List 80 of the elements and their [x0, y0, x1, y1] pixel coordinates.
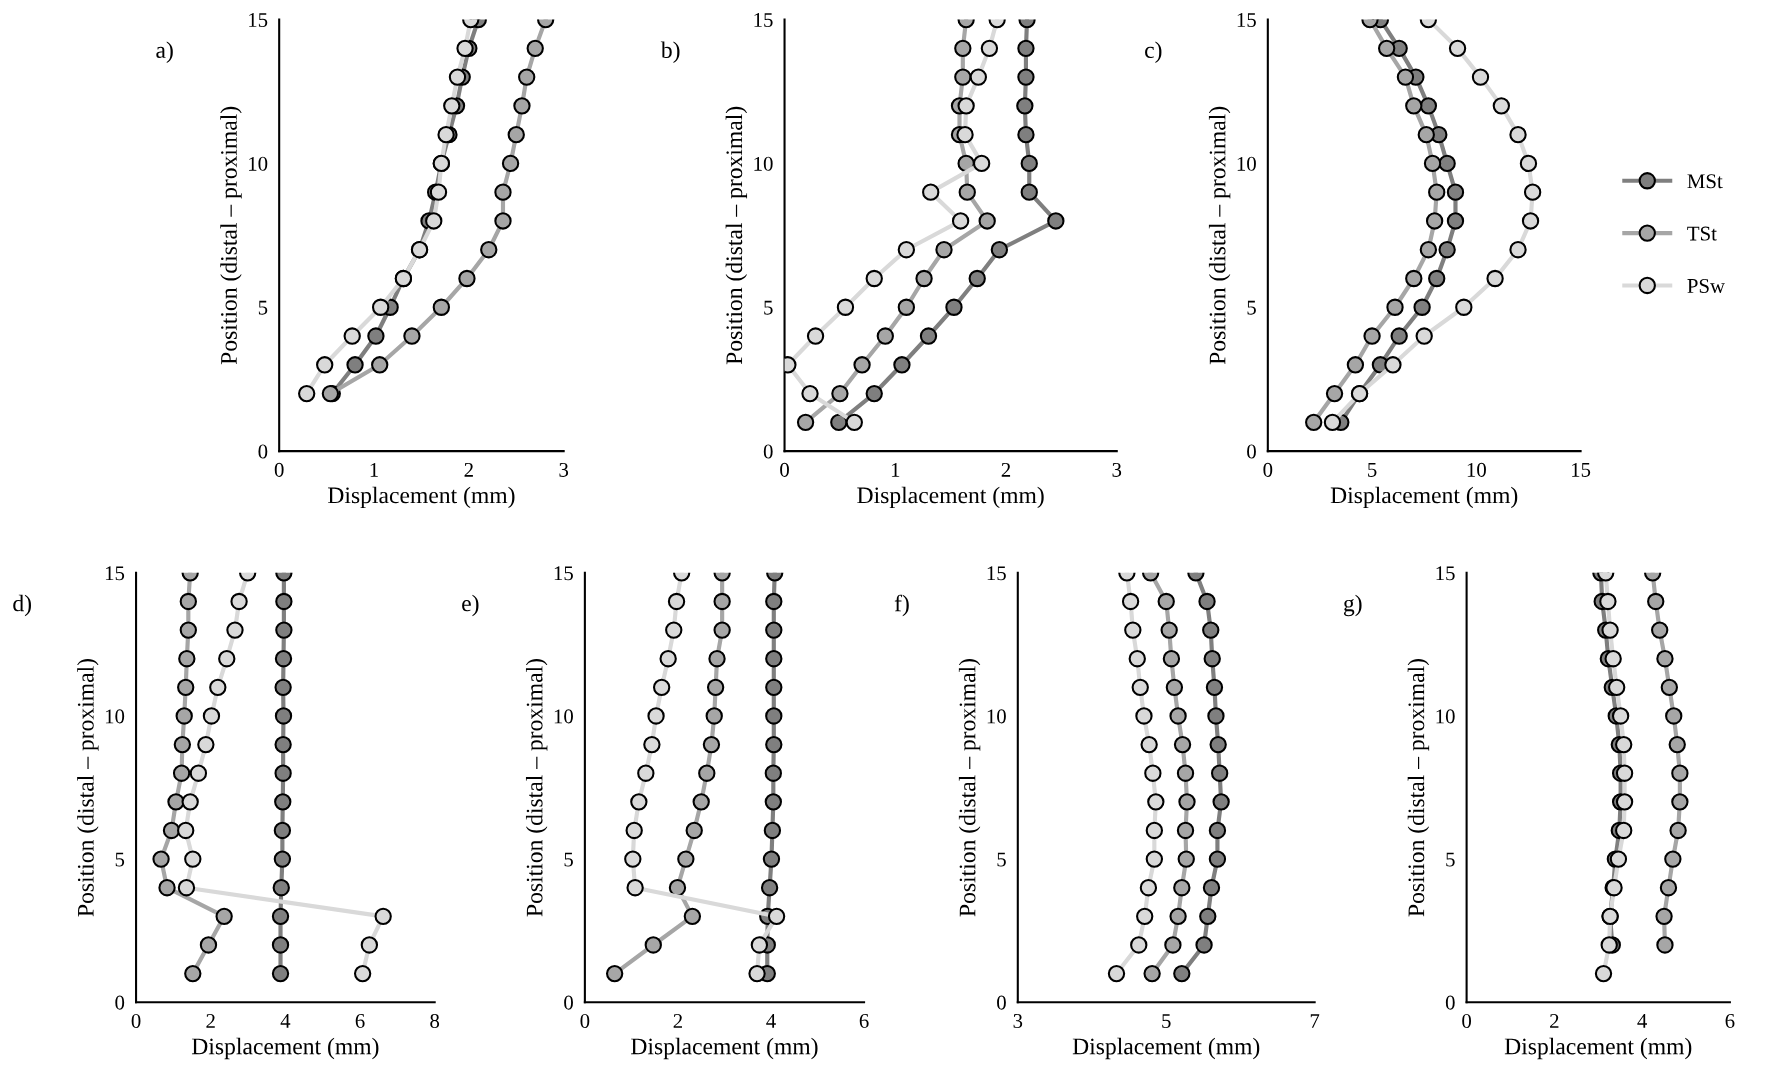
- x-tick-label: 6: [355, 1013, 365, 1028]
- y-tick-label: 15: [987, 566, 1006, 581]
- text: b): [660, 41, 680, 63]
- x-tick-label: 0: [780, 462, 789, 477]
- y-axis-title: Position (distal – proximal): [725, 106, 748, 365]
- y-axis-title: Position (distal – proximal): [1407, 659, 1430, 917]
- x-axis-title: Displacement (mm): [191, 1037, 379, 1060]
- y-tick-label: 0: [763, 444, 773, 459]
- x-tick-label: 3: [559, 462, 569, 477]
- x-tick-label: 0: [131, 1013, 141, 1028]
- x-tick-label: 2: [1550, 1013, 1559, 1028]
- text: c): [1145, 41, 1162, 63]
- x-tick-label: 4: [280, 1014, 291, 1028]
- x-tick-label: 6: [859, 1013, 869, 1028]
- legend-label: TSt: [1687, 226, 1717, 241]
- x-tick-label: 0: [274, 462, 284, 477]
- y-tick-label: 0: [1247, 444, 1256, 459]
- y-tick-label: 5: [997, 852, 1006, 867]
- text: f): [894, 594, 909, 617]
- y-tick-label: 5: [764, 300, 773, 315]
- x-tick-label: 6: [1725, 1013, 1735, 1028]
- x-axis-title: Displacement (mm): [328, 486, 515, 509]
- y-tick-label: 5: [1446, 852, 1455, 867]
- y-tick-label: 10: [987, 709, 1006, 724]
- y-tick-label: 15: [1237, 13, 1256, 27]
- x-tick-label: 15: [1572, 462, 1591, 477]
- text: d): [13, 594, 31, 617]
- x-axis-title: Displacement (mm): [1330, 486, 1518, 509]
- y-tick-label: 0: [258, 444, 268, 459]
- y-tick-label: 15: [754, 13, 773, 27]
- y-tick-label: 10: [754, 156, 773, 171]
- y-tick-label: 15: [1436, 566, 1455, 581]
- y-tick-label: 0: [115, 995, 125, 1010]
- x-tick-label: 4: [766, 1014, 776, 1028]
- legend-label: MSt: [1687, 174, 1723, 189]
- y-tick-label: 5: [258, 300, 268, 315]
- y-tick-label: 10: [1436, 709, 1455, 724]
- x-tick-label: 2: [1001, 462, 1011, 477]
- y-tick-label: 10: [105, 709, 125, 724]
- x-tick-label: 0: [580, 1013, 590, 1028]
- text: g): [1343, 594, 1362, 617]
- x-tick-label: 7: [1310, 1014, 1320, 1028]
- x-tick-label: 10: [1467, 462, 1486, 477]
- y-axis-title: Position (distal – proximal): [77, 659, 99, 917]
- y-tick-label: 5: [1247, 300, 1256, 315]
- y-tick-label: 0: [1445, 995, 1455, 1010]
- x-axis-title: Displacement (mm): [1072, 1037, 1260, 1060]
- x-tick-label: 5: [1162, 1014, 1171, 1028]
- y-tick-label: 10: [1237, 156, 1256, 171]
- y-tick-label: 15: [105, 566, 125, 581]
- x-tick-label: 1: [891, 462, 900, 477]
- text: a): [156, 41, 173, 63]
- x-tick-label: 0: [1462, 1013, 1472, 1028]
- x-tick-label: 1: [370, 462, 378, 477]
- y-tick-label: 15: [249, 13, 268, 27]
- x-tick-label: 5: [1368, 463, 1377, 477]
- y-axis-title: Position (distal – proximal): [525, 659, 548, 917]
- y-tick-label: 0: [997, 995, 1006, 1010]
- x-tick-label: 3: [1013, 1013, 1023, 1028]
- x-axis-title: Displacement (mm): [857, 486, 1044, 509]
- y-tick-label: 0: [564, 995, 573, 1010]
- y-axis-title: Position (distal – proximal): [220, 106, 242, 365]
- x-tick-label: 2: [464, 462, 473, 477]
- y-tick-label: 5: [115, 852, 125, 867]
- x-tick-label: 3: [1112, 462, 1122, 477]
- y-tick-label: 5: [564, 852, 573, 867]
- x-tick-label: 4: [1637, 1014, 1648, 1028]
- y-axis-title: Position (distal – proximal): [958, 659, 981, 917]
- x-axis-title: Displacement (mm): [1504, 1037, 1692, 1060]
- y-tick-label: 10: [249, 156, 268, 171]
- y-tick-label: 10: [554, 709, 573, 724]
- x-tick-label: 8: [430, 1013, 440, 1028]
- legend-label: PSw: [1687, 278, 1725, 293]
- text: e): [462, 594, 479, 617]
- x-axis-title: Displacement (mm): [631, 1037, 818, 1060]
- x-tick-label: 0: [1263, 462, 1273, 477]
- y-tick-label: 15: [554, 566, 573, 581]
- x-tick-label: 2: [673, 1013, 682, 1028]
- x-tick-label: 2: [206, 1013, 215, 1028]
- y-axis-title: Position (distal – proximal): [1208, 106, 1231, 365]
